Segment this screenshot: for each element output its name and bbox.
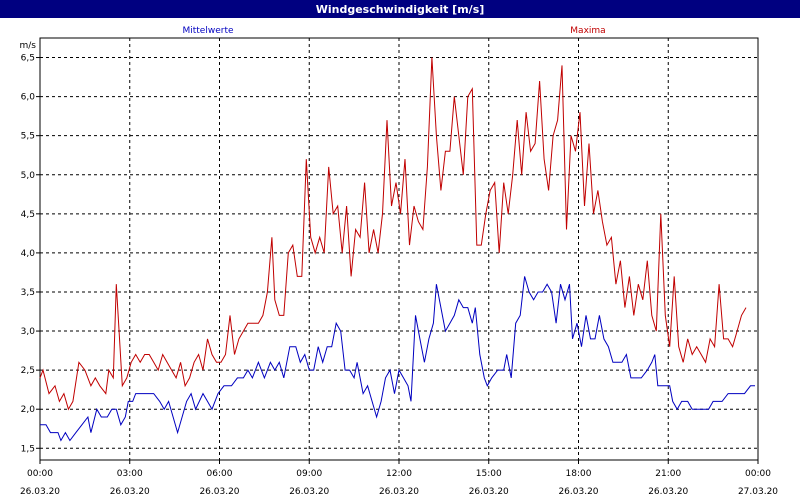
y-tick-label: 3,5 (21, 288, 35, 298)
chart-title: Windgeschwindigkeit [m/s] (315, 2, 485, 16)
x-tick-date-label: 26.03.20 (199, 487, 239, 497)
x-tick-time-label: 00:00 (745, 469, 771, 479)
x-tick-time-label: 06:00 (207, 469, 233, 479)
x-tick-time-label: 18:00 (566, 469, 592, 479)
x-tick-date-label: 26.03.20 (110, 487, 150, 497)
chart-title-bar: Windgeschwindigkeit [m/s] (0, 0, 800, 18)
y-tick-label: 2,5 (21, 366, 35, 376)
series-lines (39, 57, 755, 442)
legend-entry-mittelwerte: Mittelwerte (182, 26, 233, 36)
x-tick-time-label: 15:00 (476, 469, 502, 479)
x-tick-date-label: 26.03.20 (558, 487, 598, 497)
legend-entry-maxima: Maxima (570, 26, 605, 36)
y-tick-label: 4,5 (21, 210, 35, 220)
x-axis-ticks: 00:00 26.03.20 03:00 26.03.20 06:00 26.03.20 0… (20, 460, 778, 497)
x-tick-date-label: 26.03.20 (289, 487, 329, 497)
y-tick-label: 5,0 (21, 171, 36, 181)
grid-lines (40, 38, 758, 460)
x-tick-date-label: 26.03.20 (20, 487, 60, 497)
y-tick-label: 1,5 (21, 444, 35, 454)
x-tick-date-label: 26.03.20 (379, 487, 419, 497)
x-tick-time-label: 21:00 (655, 469, 681, 479)
x-tick-date-label: 27.03.20 (738, 487, 778, 497)
wind-speed-chart: 1,5 2,0 2,5 3,0 3,5 4,0 4,5 5,0 5,5 6,0 6,5 00:00 2… (20, 26, 779, 497)
legend: Mittelwerte Maxima (182, 26, 605, 36)
y-tick-label: 5,5 (21, 132, 35, 142)
y-axis-label: m/s (20, 41, 37, 51)
y-axis-ticks: 1,5 2,0 2,5 3,0 3,5 4,0 4,5 5,0 5,5 6,0 6,5 (21, 54, 40, 454)
y-tick-label: 6,0 (21, 93, 36, 103)
y-tick-label: 2,0 (21, 405, 36, 415)
x-tick-time-label: 00:00 (27, 469, 53, 479)
x-tick-time-label: 12:00 (386, 469, 412, 479)
y-tick-label: 4,0 (21, 249, 36, 259)
series-line-mittelwerte (40, 276, 755, 442)
y-tick-label: 3,0 (21, 327, 36, 337)
x-tick-date-label: 26.03.20 (648, 487, 688, 497)
series-line-maxima (39, 57, 747, 411)
x-tick-time-label: 09:00 (296, 469, 322, 479)
y-tick-label: 6,5 (21, 54, 35, 64)
x-tick-time-label: 03:00 (117, 469, 143, 479)
x-tick-date-label: 26.03.20 (469, 487, 509, 497)
